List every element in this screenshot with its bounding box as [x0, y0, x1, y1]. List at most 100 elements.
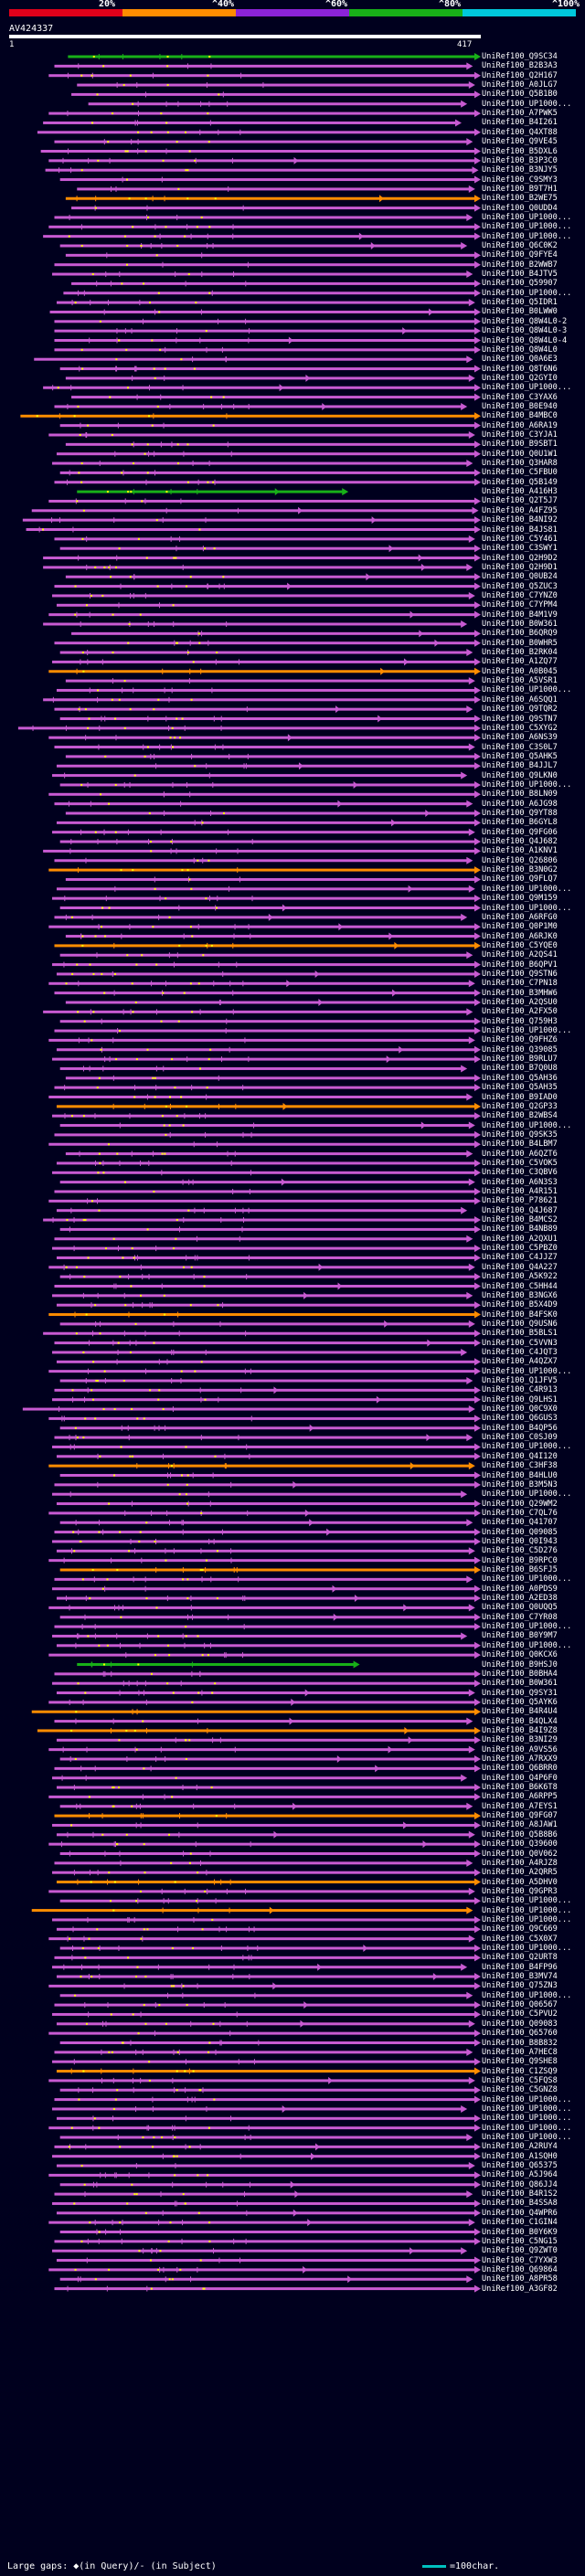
hit-label[interactable]: UniRef100_Q9STN7: [482, 714, 558, 724]
hit-label[interactable]: UniRef100_UP1000...: [482, 1896, 572, 1906]
hit-label[interactable]: UniRef100_Q9GPR3: [482, 1886, 558, 1896]
hit-label[interactable]: UniRef100_UP1000...: [482, 1905, 572, 1915]
hit-label[interactable]: UniRef100_UP1000...: [482, 1574, 572, 1585]
hit-label[interactable]: UniRef100_B0BHA4: [482, 1669, 558, 1679]
hit-label[interactable]: UniRef100_Q9FHZ6: [482, 1035, 558, 1045]
hit-label[interactable]: UniRef100_Q9SC34: [482, 52, 558, 61]
hit-label[interactable]: UniRef100_UP1000...: [482, 288, 572, 298]
hit-label[interactable]: UniRef100_C7PN18: [482, 979, 558, 989]
hit-label[interactable]: UniRef100_A2QRR5: [482, 1868, 558, 1878]
hit-label[interactable]: UniRef100_B6QRQ9: [482, 629, 558, 639]
hit-label[interactable]: UniRef100_B3M5N3: [482, 1479, 558, 1489]
hit-label[interactable]: UniRef100_B4SSA8: [482, 2199, 558, 2209]
hit-label[interactable]: UniRef100_Q9SK35: [482, 1129, 558, 1140]
hit-label[interactable]: UniRef100_B9SBT1: [482, 440, 558, 450]
hit-label[interactable]: UniRef100_C4JJZ7: [482, 1253, 558, 1263]
hit-label[interactable]: UniRef100_A2QXU1: [482, 1234, 558, 1244]
hit-label[interactable]: UniRef100_C0SJ09: [482, 1433, 558, 1443]
hit-label[interactable]: UniRef100_Q5B8B6: [482, 1829, 558, 1839]
hit-label[interactable]: UniRef100_Q9C669: [482, 1924, 558, 1935]
hit-label[interactable]: UniRef100_A1ZQ77: [482, 657, 558, 667]
hit-label[interactable]: UniRef100_A6RA19: [482, 420, 558, 430]
hit-label[interactable]: UniRef100_Q0P1M0: [482, 922, 558, 932]
hit-label[interactable]: UniRef100_Q59907: [482, 279, 558, 289]
hit-label[interactable]: UniRef100_C5NG15: [482, 2236, 558, 2246]
hit-label[interactable]: UniRef100_A6QZT6: [482, 1149, 558, 1159]
hit-label[interactable]: UniRef100_Q0C9X0: [482, 1405, 558, 1415]
hit-label[interactable]: UniRef100_Q5AH35: [482, 1083, 558, 1093]
hit-label[interactable]: UniRef100_A5VSR1: [482, 676, 558, 686]
hit-label[interactable]: UniRef100_Q5B149: [482, 477, 558, 487]
hit-label[interactable]: UniRef100_Q0V062: [482, 1849, 558, 1859]
hit-label[interactable]: UniRef100_Q0U1W1: [482, 449, 558, 459]
hit-label[interactable]: UniRef100_UP1000...: [482, 779, 572, 790]
hit-label[interactable]: UniRef100_B2WBS4: [482, 1111, 558, 1121]
hit-label[interactable]: UniRef100_B0E940: [482, 401, 558, 411]
hit-label[interactable]: UniRef100_B4JS81: [482, 525, 558, 535]
hit-label[interactable]: UniRef100_Q9STN6: [482, 969, 558, 979]
hit-label[interactable]: UniRef100_B4HLU0: [482, 1470, 558, 1480]
hit-label[interactable]: UniRef100_B3NJY5: [482, 165, 558, 175]
hit-label[interactable]: UniRef100_B3P3C0: [482, 155, 558, 165]
hit-label[interactable]: UniRef100_B4I9Z8: [482, 1725, 558, 1735]
hit-label[interactable]: UniRef100_Q2T5J7: [482, 496, 558, 506]
hit-label[interactable]: UniRef100_Q5AHK5: [482, 751, 558, 761]
hit-label[interactable]: UniRef100_A5DHV0: [482, 1877, 558, 1887]
hit-label[interactable]: UniRef100_Q0UB24: [482, 572, 558, 582]
hit-label[interactable]: UniRef100_C5X0X7: [482, 1934, 558, 1944]
hit-label[interactable]: UniRef100_A7HEC8: [482, 2047, 558, 2057]
hit-label[interactable]: UniRef100_Q39600: [482, 1839, 558, 1850]
hit-label[interactable]: UniRef100_UP1000...: [482, 222, 572, 232]
hit-label[interactable]: UniRef100_A7EYS1: [482, 1801, 558, 1811]
hit-label[interactable]: UniRef100_Q5B1B0: [482, 90, 558, 100]
hit-label[interactable]: UniRef100_UP1000...: [482, 212, 572, 222]
hit-label[interactable]: UniRef100_B7Q0U8: [482, 1064, 558, 1074]
hit-label[interactable]: UniRef100_A2ED38: [482, 1594, 558, 1604]
hit-label[interactable]: UniRef100_UP1000...: [482, 1990, 572, 2000]
hit-label[interactable]: UniRef100_A8JAW1: [482, 1820, 558, 1830]
hit-label[interactable]: UniRef100_C3QBV6: [482, 1168, 558, 1178]
hit-label[interactable]: UniRef100_A0B045: [482, 666, 558, 676]
hit-label[interactable]: UniRef100_Q2H167: [482, 70, 558, 80]
hit-label[interactable]: UniRef100_C4JQT3: [482, 1347, 558, 1357]
hit-label[interactable]: UniRef100_A6JG98: [482, 799, 558, 809]
hit-label[interactable]: UniRef100_Q6C0K2: [482, 241, 558, 250]
hit-label[interactable]: UniRef100_Q4A227: [482, 1262, 558, 1272]
hit-label[interactable]: UniRef100_P78621: [482, 1196, 558, 1206]
hit-label[interactable]: UniRef100_Q9SY31: [482, 1688, 558, 1698]
hit-label[interactable]: UniRef100_Q41707: [482, 1518, 558, 1528]
hit-label[interactable]: UniRef100_UP1000...: [482, 99, 572, 109]
hit-label[interactable]: UniRef100_Q5ZUC3: [482, 581, 558, 591]
hit-label[interactable]: UniRef100_A5K922: [482, 1272, 558, 1282]
hit-label[interactable]: UniRef100_A1KNV1: [482, 846, 558, 856]
hit-label[interactable]: UniRef100_B4LBM7: [482, 1140, 558, 1150]
hit-label[interactable]: UniRef100_A416H3: [482, 487, 558, 497]
hit-label[interactable]: UniRef100_Q5IDR1: [482, 298, 558, 308]
hit-label[interactable]: UniRef100_C3YAX6: [482, 392, 558, 402]
hit-label[interactable]: UniRef100_Q2H9D1: [482, 562, 558, 572]
hit-label[interactable]: UniRef100_Q1JFV5: [482, 1376, 558, 1385]
hit-label[interactable]: UniRef100_B4FSK0: [482, 1309, 558, 1320]
hit-label[interactable]: UniRef100_Q8W4L0-2: [482, 316, 568, 326]
hit-label[interactable]: UniRef100_Q4P6F0: [482, 1773, 558, 1783]
hit-label[interactable]: UniRef100_UP1000...: [482, 1622, 572, 1632]
hit-label[interactable]: UniRef100_B9RLU7: [482, 1055, 558, 1065]
hit-label[interactable]: UniRef100_B0W361: [482, 1679, 558, 1689]
hit-label[interactable]: UniRef100_C7YXW3: [482, 2255, 558, 2265]
hit-label[interactable]: UniRef100_UP1000...: [482, 383, 572, 393]
hit-label[interactable]: UniRef100_Q9FYE4: [482, 250, 558, 260]
hit-label[interactable]: UniRef100_C5FQS8: [482, 2075, 558, 2085]
hit-label[interactable]: UniRef100_B6SFJ5: [482, 1565, 558, 1574]
hit-label[interactable]: UniRef100_A2FX50: [482, 1007, 558, 1017]
hit-label[interactable]: UniRef100_Q8W4L0-4: [482, 335, 568, 345]
hit-label[interactable]: UniRef100_B0Y6K9: [482, 2227, 558, 2237]
hit-label[interactable]: UniRef100_Q26806: [482, 855, 558, 865]
hit-label[interactable]: UniRef100_B4QP56: [482, 1423, 558, 1433]
hit-label[interactable]: UniRef100_A9VS56: [482, 1744, 558, 1754]
hit-label[interactable]: UniRef100_Q29WM2: [482, 1499, 558, 1509]
hit-label[interactable]: UniRef100_B4JJL7: [482, 761, 558, 771]
hit-label[interactable]: UniRef100_Q9LKN0: [482, 770, 558, 780]
hit-label[interactable]: UniRef100_B5X4D9: [482, 1300, 558, 1310]
hit-label[interactable]: UniRef100_Q8T6N6: [482, 364, 558, 374]
hit-label[interactable]: UniRef100_B3NI29: [482, 1735, 558, 1745]
